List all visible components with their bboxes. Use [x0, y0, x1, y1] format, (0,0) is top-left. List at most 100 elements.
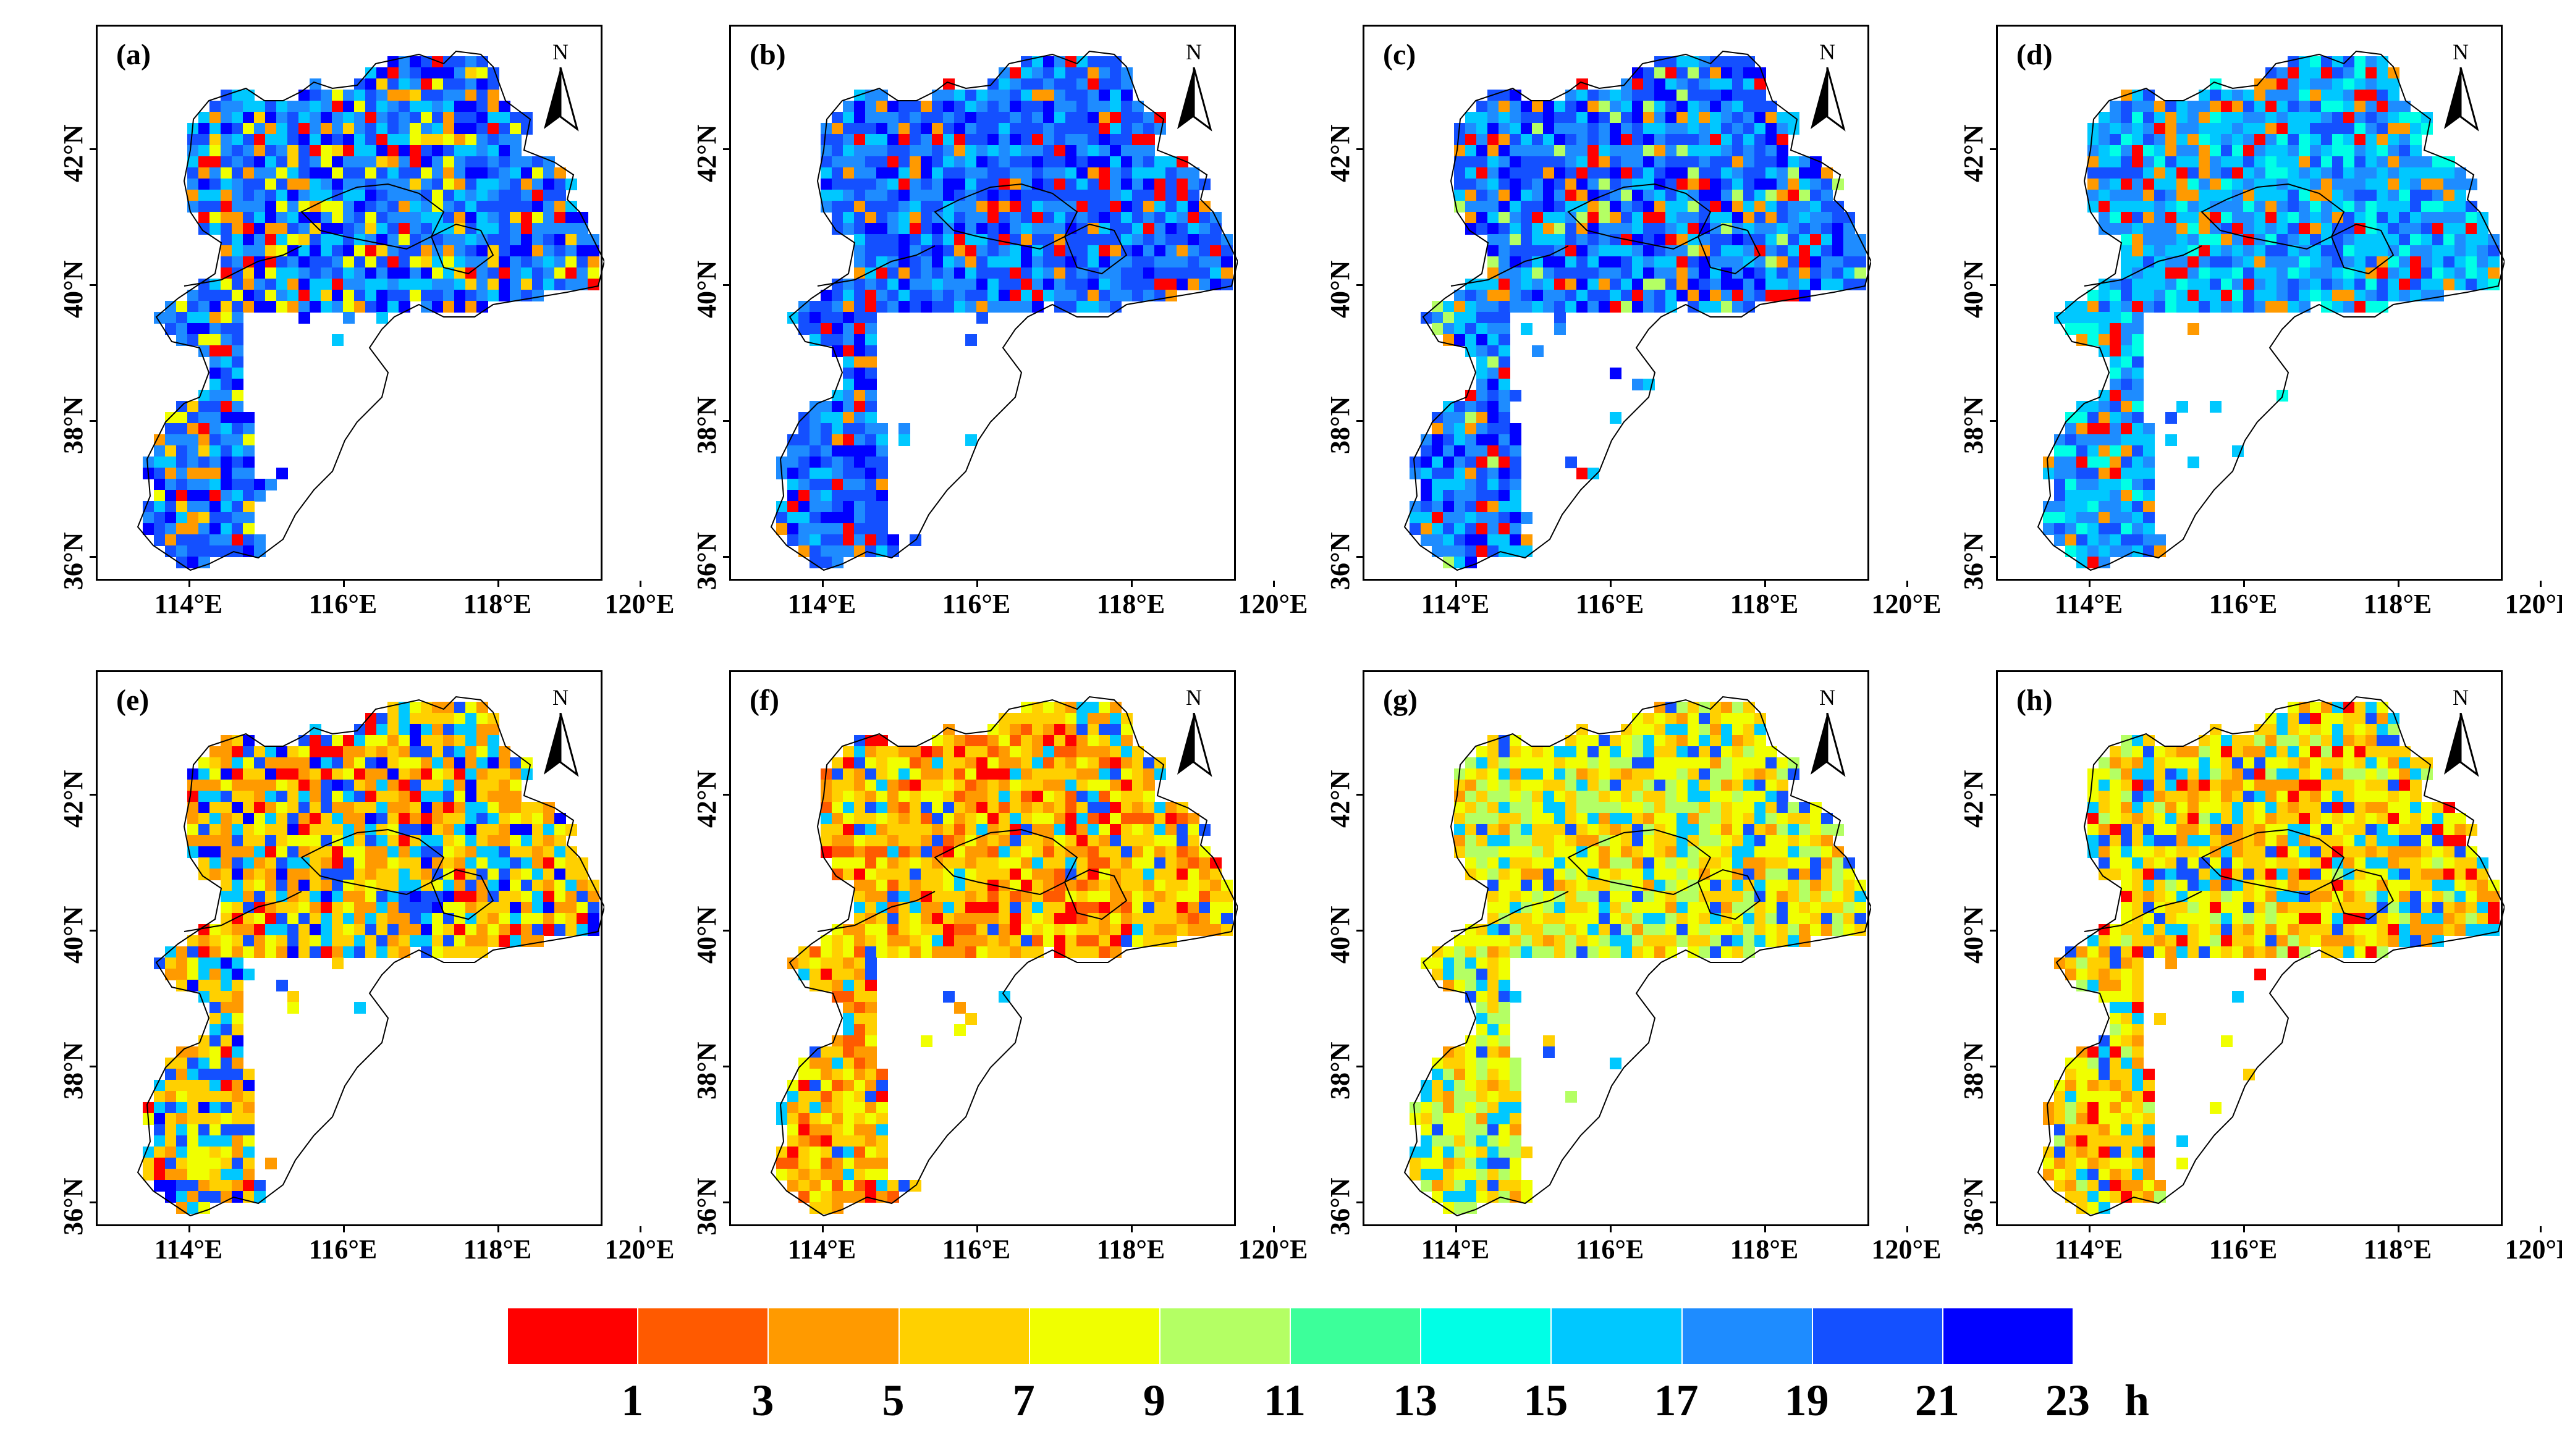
map-cell: [965, 134, 977, 146]
map-cell: [1465, 167, 1477, 179]
map-cell: [2288, 301, 2299, 313]
map-cell: [1032, 223, 1044, 235]
map-cell: [1032, 824, 1044, 836]
map-cell: [832, 824, 843, 836]
map-cell: [865, 545, 877, 557]
map-cell: [198, 846, 210, 858]
map-cell: [232, 824, 243, 836]
map-cell: [1632, 290, 1644, 301]
map-cell: [465, 869, 477, 880]
map-cell: [1710, 245, 1722, 257]
map-cell: [865, 167, 877, 179]
map-cell: [1110, 780, 1122, 791]
map-cell: [932, 90, 944, 101]
map-cell: [843, 835, 855, 847]
map-cell: [965, 768, 977, 780]
map-cell: [343, 156, 355, 168]
map-cell: [499, 913, 510, 925]
map-cell: [1188, 234, 1199, 246]
map-cell: [865, 434, 877, 446]
map-cell: [454, 112, 466, 124]
map-cell: [865, 412, 877, 424]
map-cell: [999, 123, 1010, 135]
map-cell: [2165, 156, 2177, 168]
map-cell: [1699, 167, 1710, 179]
map-cell: [432, 179, 444, 190]
map-cell: [187, 557, 199, 568]
map-cell: [332, 846, 344, 858]
map-cell: [265, 802, 277, 814]
map-cell: [1476, 301, 1488, 313]
map-cell: [2110, 223, 2121, 235]
map-cell: [1499, 334, 1510, 346]
map-cell: [454, 245, 466, 257]
map-cell: [1054, 802, 1066, 814]
map-cell: [387, 913, 399, 925]
map-cell: [2332, 90, 2344, 101]
map-cell: [1621, 78, 1633, 90]
map-cell: [1832, 245, 1844, 257]
map-cell: [165, 423, 177, 435]
map-cell: [1521, 101, 1533, 112]
map-cell: [432, 90, 444, 101]
map-cell: [1599, 167, 1610, 179]
map-cell: [943, 179, 955, 190]
map-cell: [965, 813, 977, 825]
map-cell: [2221, 101, 2233, 112]
map-cell: [943, 267, 955, 279]
map-cell: [1854, 279, 1866, 290]
map-cell: [1743, 56, 1755, 68]
map-cell: [2143, 445, 2155, 457]
map-cell: [276, 290, 288, 301]
map-cell: [310, 757, 321, 769]
map-cell: [1032, 902, 1044, 914]
map-cell: [2243, 179, 2255, 190]
map-cell: [209, 1169, 221, 1180]
map-cell: [1032, 234, 1044, 246]
map-cell: [1499, 523, 1510, 535]
map-cell: [865, 401, 877, 413]
map-cell: [1476, 212, 1488, 224]
map-cell: [1465, 445, 1477, 457]
map-cell: [1032, 724, 1044, 736]
map-cell: [798, 534, 810, 546]
map-cell: [921, 791, 932, 802]
map-cell: [187, 1124, 199, 1136]
map-cell: [465, 746, 477, 758]
map-cell: [1088, 768, 1099, 780]
map-cell: [276, 112, 288, 124]
map-cell: [421, 935, 433, 947]
map-cell: [1476, 167, 1488, 179]
map-cell: [232, 1069, 243, 1080]
map-cell: [832, 301, 843, 313]
map-cell: [1554, 212, 1566, 224]
map-cell: [1043, 846, 1055, 858]
map-cell: [465, 156, 477, 168]
map-cell: [198, 1080, 210, 1092]
map-cell: [421, 78, 433, 90]
map-cell: [2477, 245, 2488, 257]
map-cell: [976, 190, 988, 201]
map-cell: [365, 746, 377, 758]
map-cell: [2466, 245, 2477, 257]
map-cell: [976, 913, 988, 925]
map-cell: [488, 290, 499, 301]
map-cell: [198, 412, 210, 424]
map-cell: [1721, 145, 1733, 157]
map-cell: [399, 846, 410, 858]
map-cell: [2343, 67, 2355, 79]
map-cell: [2165, 134, 2177, 146]
map-cell: [1432, 545, 1444, 557]
map-cell: [321, 145, 332, 157]
map-cell: [843, 846, 855, 858]
map-cell: [821, 835, 832, 847]
map-cell: [432, 245, 444, 257]
map-cell: [954, 279, 966, 290]
map-cell: [376, 201, 388, 213]
map-cell: [221, 746, 232, 758]
map-cell: [321, 913, 332, 925]
map-cell: [298, 824, 310, 836]
map-cell: [577, 891, 588, 903]
map-cell: [1121, 846, 1133, 858]
map-cell: [965, 101, 977, 112]
